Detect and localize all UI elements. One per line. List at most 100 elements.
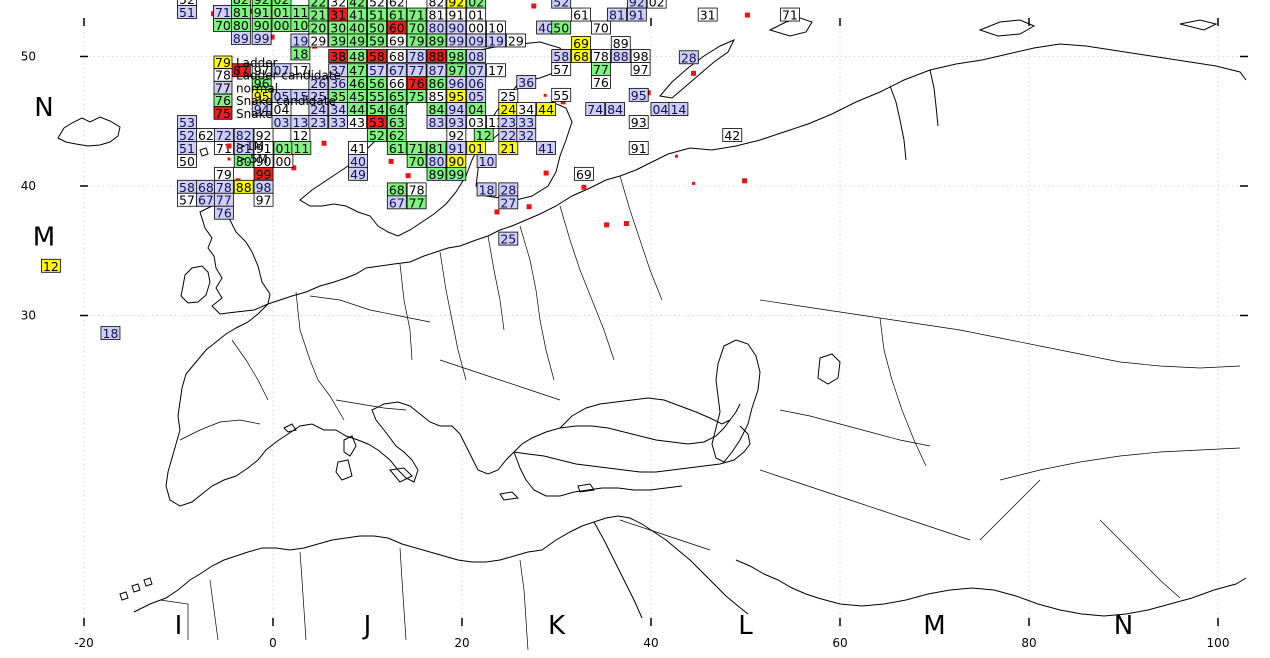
grid-cell[interactable]: 89 [230, 31, 251, 46]
grid-cell[interactable]: 58 [367, 49, 387, 64]
grid-cell[interactable]: 42 [722, 128, 743, 143]
grid-cell[interactable]: 78 [406, 182, 427, 197]
grid-cell[interactable]: 97 [630, 62, 651, 77]
grid-cell[interactable]: 04 [650, 102, 671, 117]
grid-cell[interactable]: 60 [386, 21, 407, 36]
grid-cell[interactable]: 10 [290, 18, 311, 33]
grid-cell[interactable]: 11 [291, 141, 312, 156]
grid-cell[interactable]: 61 [386, 141, 407, 156]
grid-cell[interactable]: 80 [233, 154, 254, 169]
grid-cell[interactable]: 78 [213, 180, 234, 195]
grid-cell[interactable]: 84 [426, 102, 447, 117]
grid-cell[interactable]: 28 [678, 50, 699, 65]
grid-cell[interactable]: 57 [551, 62, 572, 77]
grid-cell[interactable]: 90 [446, 154, 467, 169]
grid-cell[interactable]: 87 [426, 63, 447, 78]
grid-cell[interactable]: 24 [498, 102, 519, 117]
grid-cell[interactable]: 99 [446, 167, 467, 182]
grid-cell[interactable]: 08 [466, 49, 487, 64]
grid-cell[interactable]: 46 [347, 76, 368, 91]
grid-cell[interactable]: 07 [271, 63, 292, 78]
grid-cell[interactable]: 77 [591, 62, 611, 77]
grid-cell[interactable]: 62 [196, 128, 216, 143]
grid-cell[interactable]: 17 [486, 63, 506, 78]
grid-cell[interactable]: 91 [628, 141, 649, 156]
grid-cell[interactable]: 99 [253, 167, 274, 182]
grid-cell[interactable]: 70 [406, 21, 427, 36]
grid-cell[interactable]: 39 [328, 33, 349, 48]
grid-cell[interactable]: 49 [347, 33, 368, 48]
grid-cell[interactable]: 33 [328, 115, 349, 130]
grid-cell[interactable]: 91 [253, 141, 274, 156]
grid-cell[interactable]: 12 [473, 128, 494, 143]
grid-cell[interactable]: 67 [196, 193, 216, 208]
grid-cell[interactable]: 12 [290, 128, 311, 143]
grid-cell[interactable]: 49 [348, 167, 368, 182]
grid-cell[interactable]: 11 [290, 5, 311, 20]
grid-cell[interactable]: 68 [386, 49, 407, 64]
grid-cell[interactable]: 92 [253, 128, 274, 143]
grid-cell[interactable]: 22 [498, 128, 519, 143]
grid-cell[interactable]: 12 [41, 259, 61, 274]
grid-cell[interactable]: 96 [251, 76, 272, 91]
grid-cell[interactable]: 76 [213, 206, 234, 221]
grid-cell[interactable]: 97 [253, 193, 274, 208]
grid-cell[interactable]: 29 [308, 33, 329, 48]
grid-cell[interactable]: 28 [498, 182, 519, 197]
grid-cell[interactable]: 64 [386, 102, 407, 117]
grid-cell[interactable]: 57 [177, 193, 197, 208]
grid-cell[interactable]: 70 [406, 154, 427, 169]
grid-cell[interactable]: 50 [551, 21, 572, 36]
grid-cell[interactable]: 10 [476, 154, 497, 169]
grid-cell[interactable]: 26 [308, 76, 329, 91]
grid-cell[interactable]: 05 [466, 89, 487, 104]
grid-cell[interactable]: 76 [591, 75, 611, 90]
grid-cell[interactable]: 88 [426, 49, 447, 64]
grid-cell[interactable]: 09 [466, 33, 487, 48]
grid-cell[interactable]: 98 [630, 49, 651, 64]
grid-cell[interactable]: 23 [308, 115, 329, 130]
grid-cell[interactable]: 03 [271, 115, 292, 130]
grid-cell[interactable]: 88 [610, 49, 631, 64]
grid-cell[interactable]: 01 [466, 141, 487, 156]
grid-cell[interactable]: 58 [177, 180, 197, 195]
grid-cell[interactable]: 32 [516, 128, 537, 143]
grid-cell[interactable]: 21 [308, 8, 329, 23]
grid-cell[interactable]: 71 [406, 141, 427, 156]
grid-cell[interactable]: 71 [406, 8, 427, 23]
grid-cell[interactable]: 97 [446, 63, 467, 78]
grid-cell[interactable]: 54 [367, 102, 387, 117]
grid-cell[interactable]: 51 [177, 5, 197, 20]
grid-cell[interactable]: 36 [328, 76, 349, 91]
grid-cell[interactable]: 34 [516, 102, 537, 117]
grid-cell[interactable]: 99 [446, 33, 467, 48]
grid-cell[interactable]: 79 [406, 33, 427, 48]
grid-cell[interactable]: 90 [253, 154, 274, 169]
grid-cell[interactable]: 98 [253, 180, 274, 195]
grid-cell[interactable]: 71 [780, 8, 800, 23]
grid-cell[interactable]: 71 [213, 5, 233, 20]
grid-cell[interactable]: 31 [328, 8, 349, 23]
grid-cell[interactable]: 63 [386, 115, 407, 130]
grid-cell[interactable]: 44 [536, 102, 557, 117]
grid-cell[interactable]: 86 [426, 76, 447, 91]
grid-cell[interactable]: 18 [290, 46, 311, 61]
grid-cell[interactable]: 82 [233, 128, 254, 143]
grid-cell[interactable]: 52 [551, 0, 572, 10]
grid-cell[interactable]: 65 [386, 89, 407, 104]
grid-cell[interactable]: 04 [466, 102, 487, 117]
grid-cell[interactable]: 13 [290, 115, 311, 130]
grid-cell[interactable]: 40 [347, 21, 368, 36]
grid-cell[interactable]: 91 [446, 8, 467, 23]
grid-cell[interactable]: 41 [348, 141, 368, 156]
grid-cell[interactable]: 62 [386, 128, 407, 143]
grid-cell[interactable]: 80 [230, 18, 251, 33]
grid-cell[interactable]: 93 [446, 115, 467, 130]
grid-cell[interactable]: 76 [406, 76, 427, 91]
grid-cell[interactable]: 36 [516, 75, 537, 90]
grid-cell[interactable]: 17 [290, 63, 311, 78]
grid-cell[interactable]: 81 [607, 8, 627, 23]
grid-cell[interactable]: 21 [498, 141, 519, 156]
grid-cell[interactable]: 89 [426, 33, 447, 48]
grid-cell[interactable]: 81 [230, 5, 251, 20]
